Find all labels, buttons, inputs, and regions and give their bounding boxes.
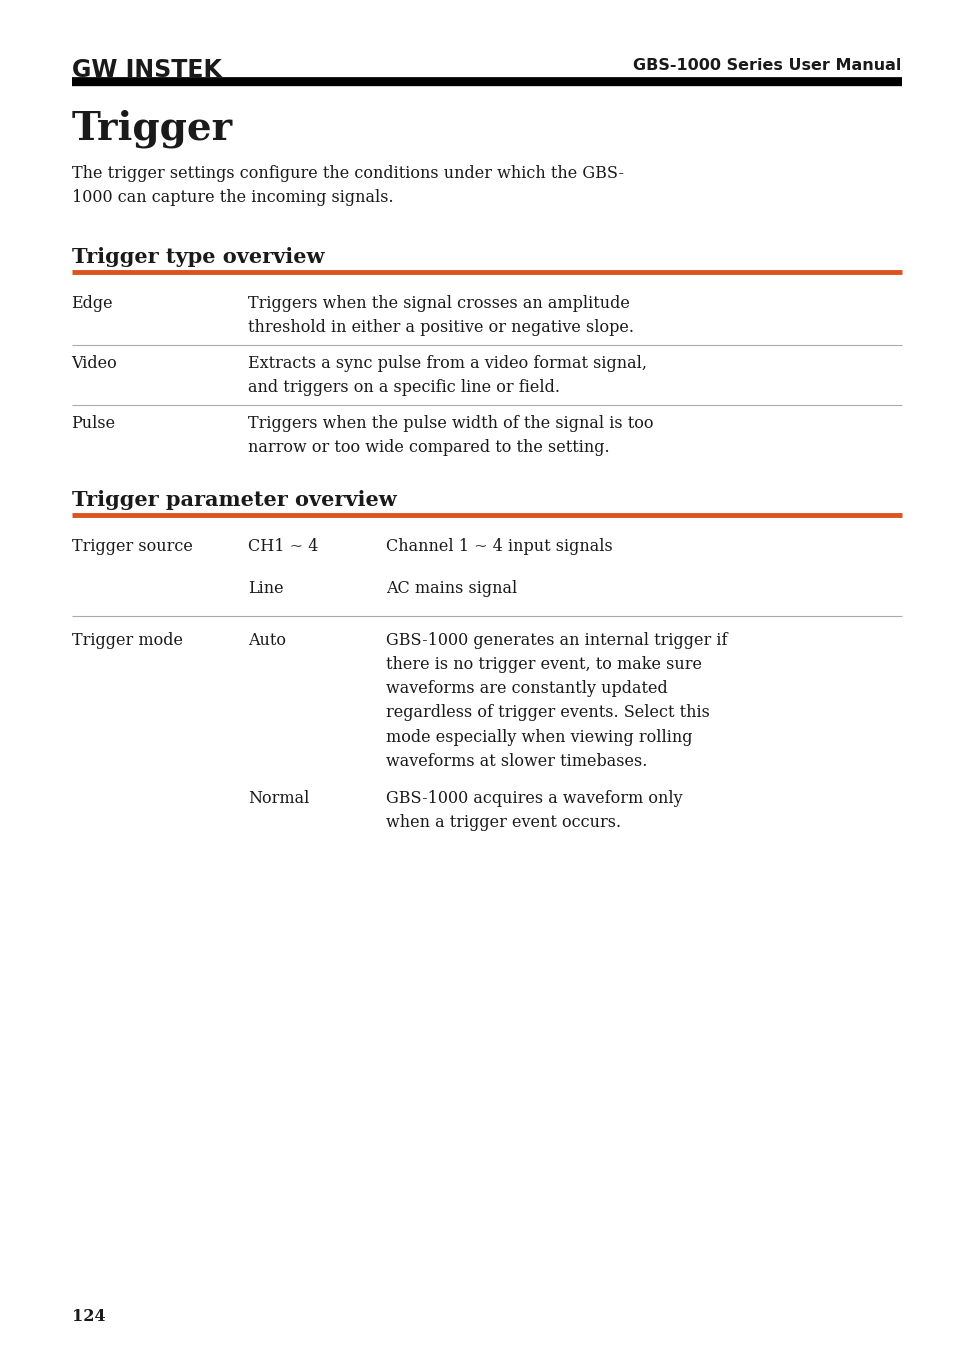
Text: The trigger settings configure the conditions under which the GBS-
1000 can capt: The trigger settings configure the condi… bbox=[71, 165, 623, 207]
Text: CH1 ~ 4: CH1 ~ 4 bbox=[248, 539, 318, 555]
Text: Line: Line bbox=[248, 580, 283, 597]
Text: GW INSTEK: GW INSTEK bbox=[71, 58, 221, 82]
Text: Edge: Edge bbox=[71, 296, 113, 312]
Text: Trigger source: Trigger source bbox=[71, 539, 193, 555]
Text: GBS-1000 generates an internal trigger if
there is no trigger event, to make sur: GBS-1000 generates an internal trigger i… bbox=[386, 632, 727, 770]
Text: Triggers when the signal crosses an amplitude
threshold in either a positive or : Triggers when the signal crosses an ampl… bbox=[248, 296, 634, 336]
Text: Trigger mode: Trigger mode bbox=[71, 632, 182, 649]
Text: Triggers when the pulse width of the signal is too
narrow or too wide compared t: Triggers when the pulse width of the sig… bbox=[248, 414, 653, 456]
Text: Trigger: Trigger bbox=[71, 109, 233, 148]
Text: Channel 1 ~ 4 input signals: Channel 1 ~ 4 input signals bbox=[386, 539, 613, 555]
Text: Trigger type overview: Trigger type overview bbox=[71, 247, 324, 267]
Text: Trigger parameter overview: Trigger parameter overview bbox=[71, 490, 395, 510]
Text: Auto: Auto bbox=[248, 632, 286, 649]
Text: Extracts a sync pulse from a video format signal,
and triggers on a specific lin: Extracts a sync pulse from a video forma… bbox=[248, 355, 646, 396]
Text: Video: Video bbox=[71, 355, 117, 373]
Text: AC mains signal: AC mains signal bbox=[386, 580, 517, 597]
Text: GBS-1000 Series User Manual: GBS-1000 Series User Manual bbox=[633, 58, 901, 73]
Text: Normal: Normal bbox=[248, 790, 309, 807]
Text: Pulse: Pulse bbox=[71, 414, 115, 432]
Text: GBS-1000 acquires a waveform only
when a trigger event occurs.: GBS-1000 acquires a waveform only when a… bbox=[386, 790, 682, 832]
Text: 124: 124 bbox=[71, 1308, 105, 1324]
